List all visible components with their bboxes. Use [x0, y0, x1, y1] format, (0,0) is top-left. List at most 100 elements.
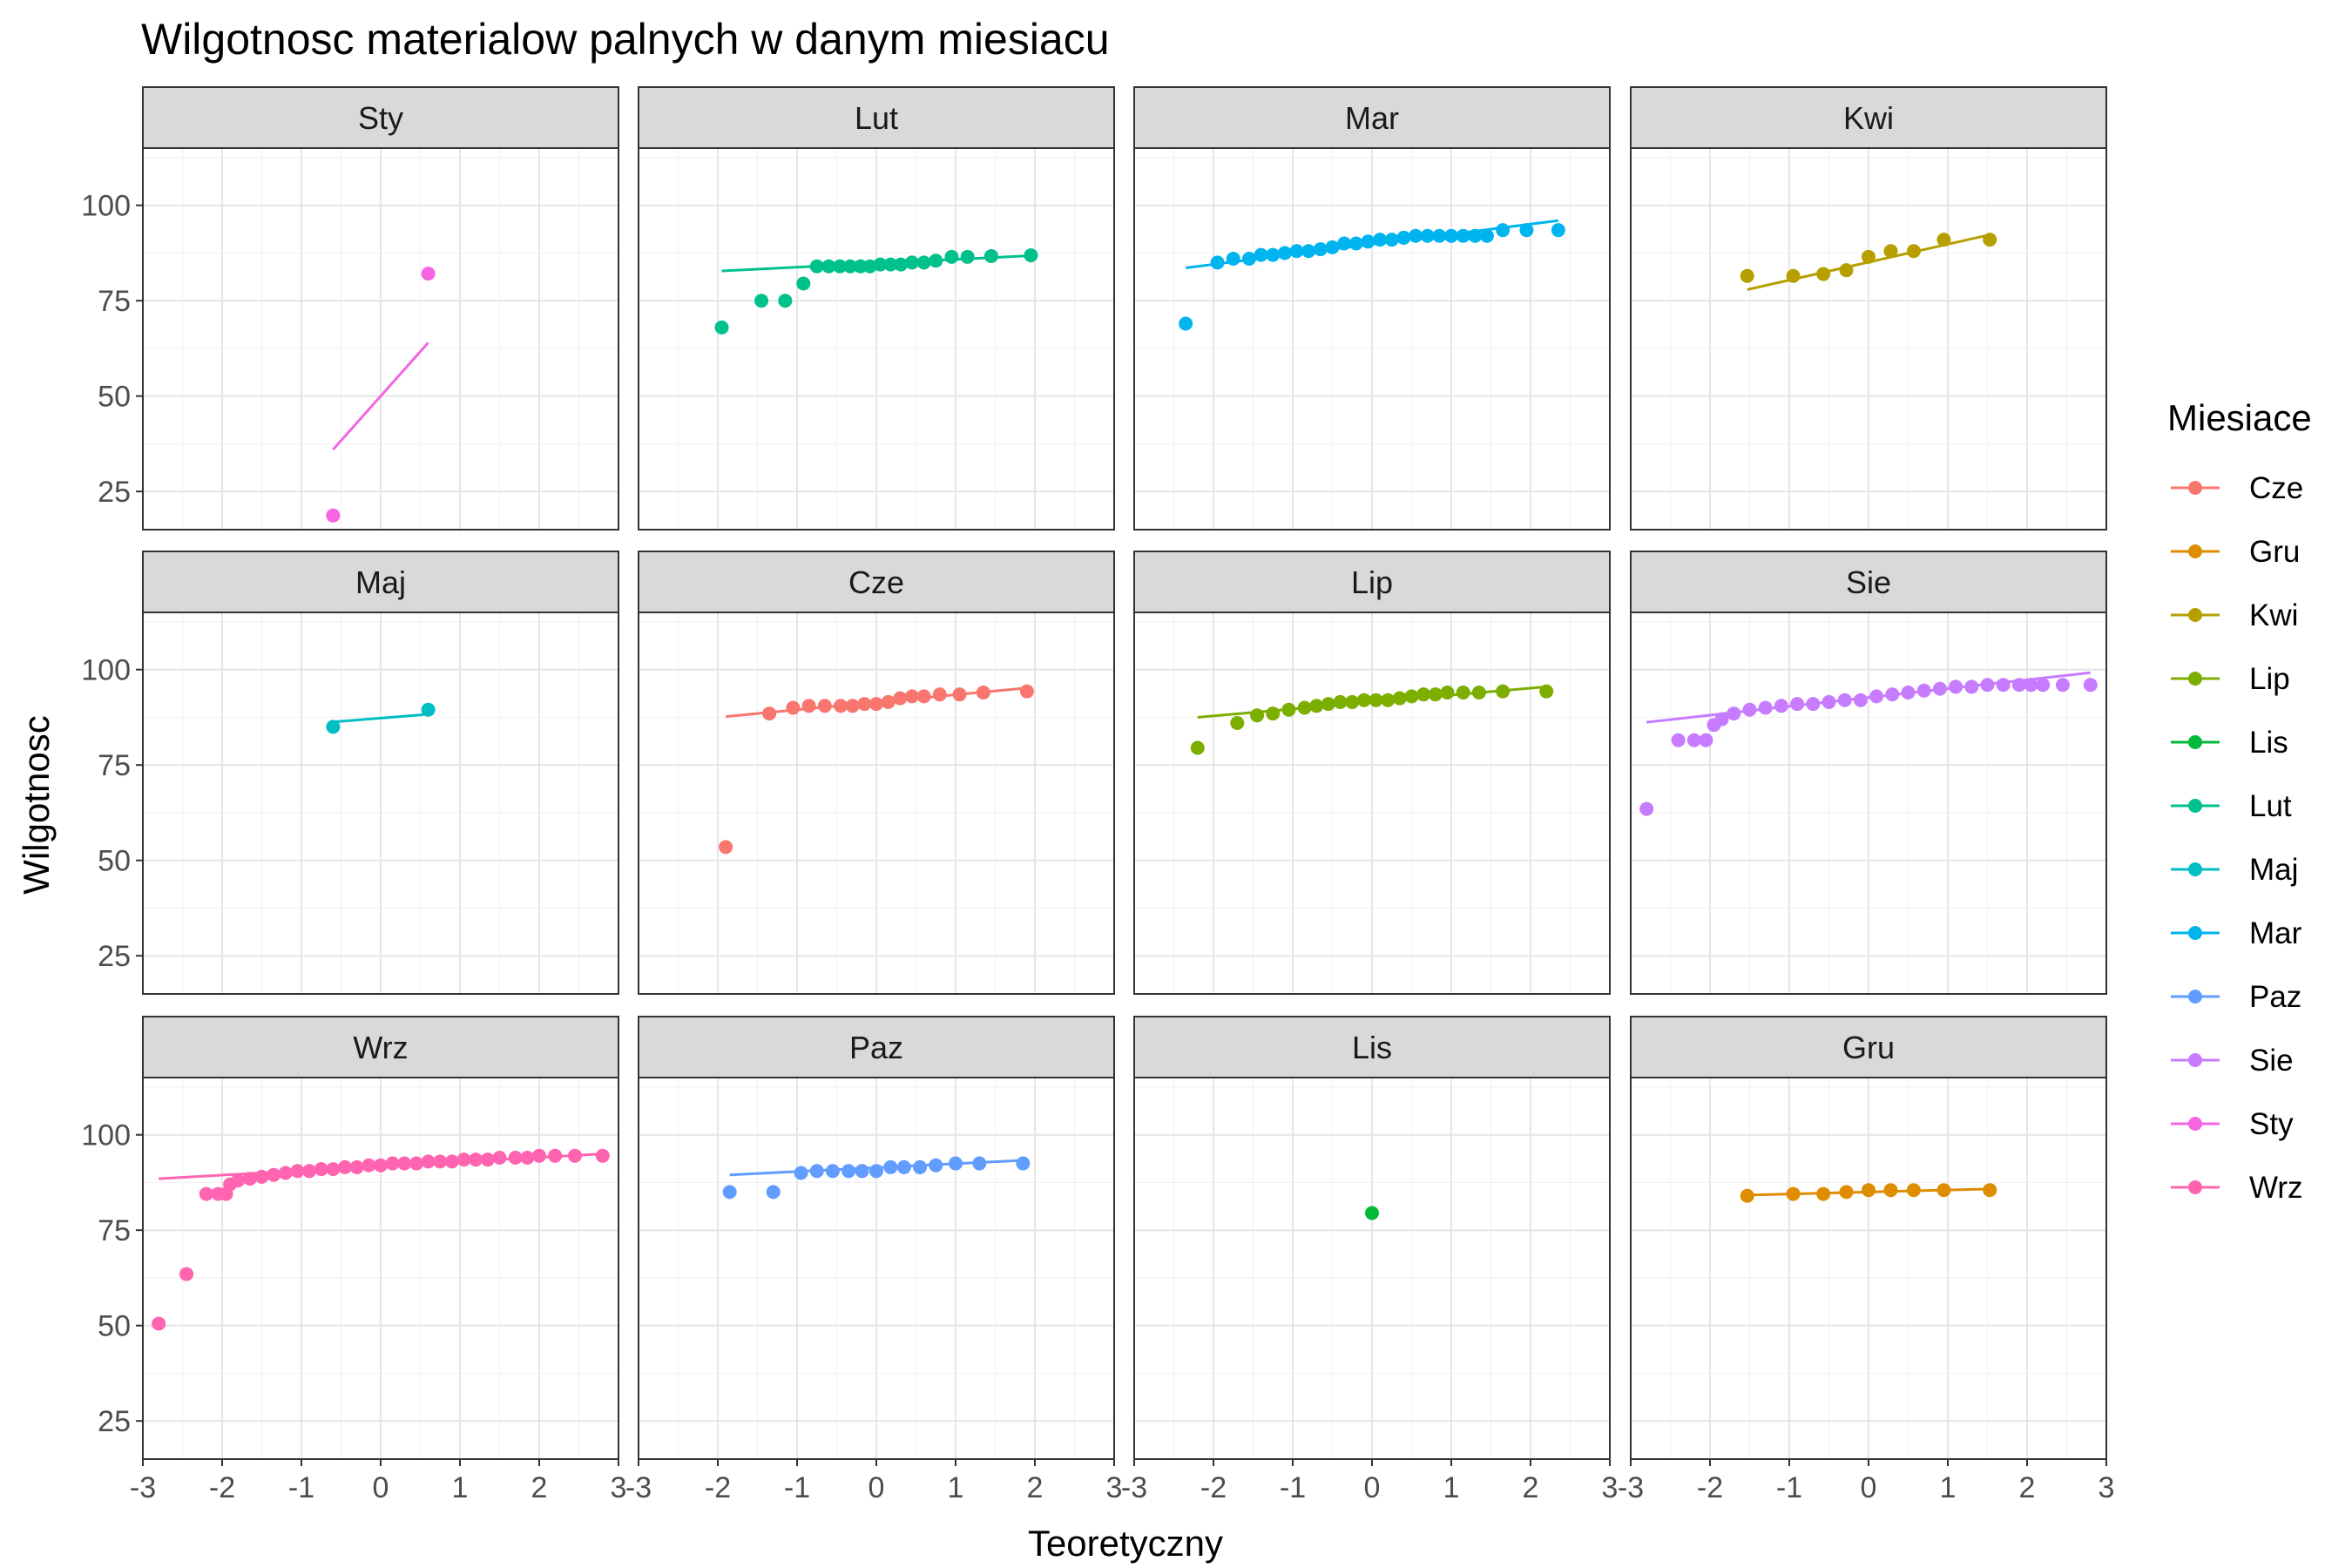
data-point: [869, 1164, 883, 1179]
panel-paz: Paz -3 -2 -1 0 1 2 3: [625, 1016, 1122, 1504]
data-point: [1384, 233, 1399, 247]
strip-background: [638, 551, 1115, 613]
data-point: [1727, 706, 1741, 721]
data-point: [1468, 228, 1483, 243]
data-point: [1019, 684, 1034, 699]
data-point: [548, 1148, 563, 1163]
data-point: [421, 702, 436, 717]
data-point: [1226, 252, 1240, 267]
data-point: [1396, 230, 1411, 245]
data-point: [1024, 248, 1038, 263]
strip-label: Lip: [1351, 564, 1393, 600]
data-point: [1639, 801, 1654, 816]
data-point: [825, 1164, 840, 1179]
data-point: [1479, 228, 1494, 243]
data-point: [894, 257, 909, 272]
panel-sty: Sty 25 50 75 100: [81, 86, 619, 531]
x-tick-label: -2: [209, 1471, 235, 1504]
data-point: [1936, 233, 1951, 247]
data-point: [762, 706, 777, 721]
y-tick-label: 50: [98, 845, 131, 878]
x-axis-title: Teoretyczny: [1028, 1523, 1223, 1564]
gridlines: [142, 1078, 619, 1459]
data-point: [796, 276, 811, 291]
legend-label: Lut: [2249, 789, 2292, 823]
legend-item-cze: Cze: [2171, 471, 2303, 505]
data-point: [913, 1159, 928, 1174]
data-point: [362, 1158, 376, 1173]
data-point: [857, 697, 872, 712]
data-point: [1964, 679, 1979, 694]
legend-key-point: [2188, 481, 2202, 495]
data-point: [409, 1156, 423, 1171]
x-tick-label: 0: [373, 1471, 389, 1504]
legend-item-lis: Lis: [2171, 726, 2288, 760]
data-point: [841, 1164, 856, 1179]
data-point: [834, 699, 848, 713]
data-point: [1325, 240, 1340, 254]
y-tick-label: 25: [98, 1405, 131, 1438]
legend-key-point: [2188, 926, 2202, 940]
data-point: [2055, 678, 2070, 693]
data-point: [421, 1154, 436, 1169]
legend-item-sty: Sty: [2171, 1107, 2294, 1141]
data-point: [869, 697, 883, 712]
x-tick-label: -2: [705, 1471, 731, 1504]
data-point: [1409, 228, 1423, 243]
y-tick-label: 75: [98, 1214, 131, 1247]
data-point: [1420, 228, 1435, 243]
data-point: [842, 259, 857, 274]
data-point: [1816, 1186, 1831, 1201]
legend-label: Kwi: [2249, 598, 2298, 632]
y-axis-title: Wilgotnosc: [16, 715, 57, 894]
data-point: [778, 294, 793, 308]
legend-label: Sie: [2249, 1044, 2294, 1078]
x-tick-label: -2: [1200, 1471, 1227, 1504]
data-point: [1906, 1183, 1921, 1198]
data-point: [567, 1148, 582, 1163]
gridlines: [1133, 612, 1611, 994]
data-point: [1742, 702, 1757, 717]
data-point: [520, 1150, 535, 1165]
x-tick-label: -1: [288, 1471, 314, 1504]
data-point: [845, 699, 860, 713]
data-point: [794, 1166, 808, 1180]
panel-kwi: Kwi: [1630, 86, 2107, 531]
panel-border: [638, 147, 1115, 531]
x-tick-label: 2: [531, 1471, 548, 1504]
panel-lip: Lip: [1133, 551, 1611, 995]
data-point: [944, 249, 959, 264]
data-point: [1839, 1185, 1854, 1200]
data-point: [896, 1159, 911, 1174]
data-point: [1254, 247, 1268, 262]
data-point: [1816, 267, 1831, 281]
data-point: [1551, 223, 1565, 238]
data-point: [916, 689, 931, 704]
data-point: [1365, 1206, 1379, 1220]
y-tick-label: 100: [81, 190, 131, 223]
x-tick-label: 0: [1861, 1471, 1877, 1504]
data-point: [719, 840, 733, 855]
data-point: [1266, 706, 1281, 721]
x-tick-label: -3: [625, 1471, 652, 1504]
data-point: [1428, 687, 1443, 702]
legend-item-mar: Mar: [2171, 916, 2302, 950]
data-point: [456, 1152, 471, 1167]
gridlines: [1133, 1078, 1611, 1459]
panel-border: [1133, 612, 1611, 995]
y-tick-label: 50: [98, 1310, 131, 1343]
data-point: [972, 1156, 987, 1171]
data-point: [1281, 702, 1296, 717]
strip-label: Lis: [1352, 1030, 1392, 1065]
data-point: [532, 1148, 546, 1163]
panel-wrz: Wrz 25 50 75 100 -3 -2 -1 0 1 2 3: [81, 1016, 626, 1504]
legend-key-point: [2188, 1117, 2202, 1131]
data-point: [1996, 678, 2011, 693]
data-point: [960, 249, 975, 264]
data-point: [1456, 685, 1470, 700]
strip-background: [142, 1016, 619, 1078]
y-tick-label: 75: [98, 749, 131, 782]
data-point: [349, 1159, 364, 1174]
data-point: [1806, 697, 1821, 712]
panel-mar: Mar: [1133, 86, 1611, 531]
